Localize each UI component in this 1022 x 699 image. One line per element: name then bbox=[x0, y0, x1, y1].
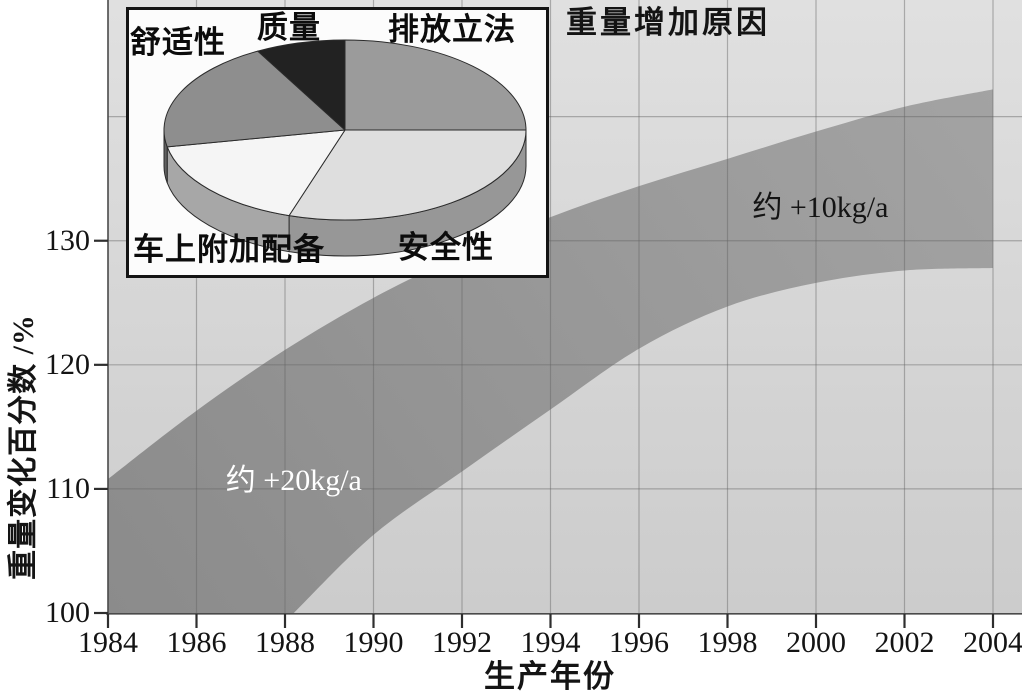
y-tick-label: 100 bbox=[45, 596, 90, 629]
pie-label-emission-legislation: 排放立法 bbox=[388, 12, 516, 47]
pie-label-safety: 安全性 bbox=[398, 230, 494, 265]
pie-slice-3 bbox=[163, 50, 346, 148]
x-tick-label: 1984 bbox=[78, 626, 138, 659]
pie-label-quality: 质量 bbox=[257, 10, 321, 45]
x-tick-label: 1998 bbox=[697, 626, 758, 659]
weight-band-area bbox=[108, 89, 993, 614]
pie-chart bbox=[163, 39, 527, 257]
x-tick-label: 2002 bbox=[874, 626, 935, 659]
y-axis-title: 重量变化百分数 /% bbox=[7, 314, 40, 580]
pie-label-added-equipment: 车上附加配备 bbox=[133, 232, 325, 267]
x-tick-label: 2000 bbox=[786, 626, 846, 659]
x-tick-label: 1996 bbox=[609, 626, 669, 659]
x-tick-label: 1986 bbox=[166, 626, 227, 659]
y-tick-label: 130 bbox=[45, 223, 90, 257]
tick-marks bbox=[94, 239, 995, 628]
y-tick-label: 110 bbox=[46, 471, 90, 505]
x-tick-label: 1988 bbox=[255, 626, 315, 659]
upper-band-rate-label: 约 +10kg/a bbox=[752, 191, 889, 225]
x-tick-label: 1992 bbox=[432, 626, 492, 659]
lower-band-rate-label: 约 +20kg/a bbox=[225, 464, 362, 498]
pie-slice-1 bbox=[288, 129, 527, 221]
pie-slice-0 bbox=[344, 39, 527, 131]
x-tick-label: 2004 bbox=[963, 626, 1022, 659]
y-tick-label: 120 bbox=[45, 347, 90, 381]
pie-slice-2 bbox=[166, 129, 346, 217]
chart-title: 重量增加原因 bbox=[566, 5, 770, 40]
axes bbox=[106, 0, 1022, 615]
x-axis-title: 生产年份 bbox=[484, 659, 616, 694]
pie-label-comfort: 舒适性 bbox=[130, 25, 226, 60]
x-tick-label: 1990 bbox=[343, 626, 404, 659]
x-tick-label: 1994 bbox=[520, 626, 581, 659]
pie-slice-4 bbox=[257, 39, 346, 131]
pie-inset-panel: 排放立法 安全性 车上附加配备 舒适性 质量 bbox=[126, 7, 549, 278]
